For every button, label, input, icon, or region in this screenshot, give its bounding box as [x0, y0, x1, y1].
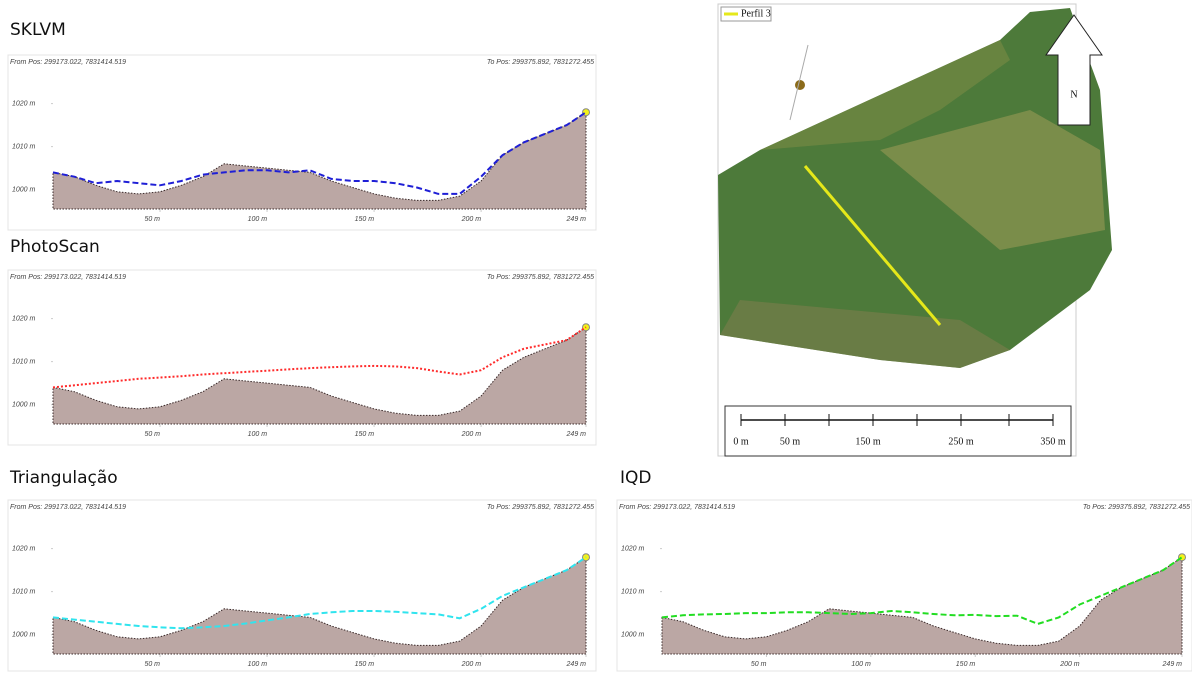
scale-label: 250 m [948, 436, 974, 447]
terrain-area [52, 556, 587, 655]
from-label: From Pos: 299173.022, 7831414.519 [10, 274, 126, 281]
from-label: From Pos: 299173.022, 7831414.519 [10, 504, 126, 511]
x-tick-label: 100 m [851, 661, 871, 668]
profile-line [52, 556, 587, 630]
y-tick-label: 1020 m [12, 315, 36, 322]
terrain-area [52, 326, 587, 425]
y-tick-label: 1010 m [12, 143, 36, 150]
x-tick-label: 50 m [144, 431, 160, 438]
orthophoto-patch [880, 110, 1105, 250]
x-tick-label: 150 m [355, 216, 375, 223]
y-tick-label: 1000 m [621, 631, 645, 638]
profile-line [803, 165, 942, 326]
compass [789, 44, 809, 121]
chart-title: Triangulação [9, 468, 118, 488]
profile-line [52, 326, 587, 389]
from-label: From Pos: 299173.022, 7831414.519 [10, 59, 126, 66]
x-tick-label: 249 m [566, 661, 587, 668]
y-tick-label: 1010 m [12, 588, 36, 595]
x-tick-label: 200 m [1059, 661, 1080, 668]
terrain-area [52, 111, 587, 210]
scale-label: 150 m [855, 436, 881, 447]
y-tick-label: 1000 m [12, 401, 36, 408]
y-tick-label: 1010 m [621, 588, 645, 595]
orthophoto [718, 8, 1112, 368]
sun-icon [795, 80, 805, 90]
to-label: To Pos: 299375.892, 7831272.455 [487, 504, 594, 511]
x-tick-label: 150 m [355, 431, 375, 438]
to-label: To Pos: 299375.892, 7831272.455 [487, 59, 594, 66]
y-tick-label: 1020 m [12, 100, 36, 107]
orthophoto-patch [720, 300, 1010, 368]
x-tick-label: 100 m [248, 431, 268, 438]
x-tick-label: 50 m [144, 661, 160, 668]
x-tick-label: 249 m [566, 431, 587, 438]
scale-frame [724, 405, 1072, 457]
north-label: N [1070, 89, 1077, 100]
y-tick-label: 1000 m [12, 631, 36, 638]
scale-label: 0 m [733, 436, 749, 447]
scale-ticks [740, 414, 1054, 426]
x-tick-label: 200 m [461, 216, 482, 223]
orthophoto-patch [760, 40, 1010, 150]
x-tick-label: 249 m [566, 216, 587, 223]
y-tick-label: 1010 m [12, 358, 36, 365]
scale-label: 350 m [1040, 436, 1066, 447]
x-tick-label: 249 m [1162, 661, 1183, 668]
x-tick-label: 150 m [956, 661, 976, 668]
from-label: From Pos: 299173.022, 7831414.519 [619, 504, 735, 511]
x-tick-label: 150 m [355, 661, 375, 668]
chart-title: PhotoScan [10, 237, 100, 257]
y-tick-label: 1000 m [12, 186, 36, 193]
to-label: To Pos: 299375.892, 7831272.455 [487, 274, 594, 281]
chart-title: SKLVM [10, 20, 66, 40]
sun-path [789, 44, 809, 121]
y-tick-label: 1020 m [621, 545, 645, 552]
x-tick-label: 100 m [248, 661, 268, 668]
to-label: To Pos: 299375.892, 7831272.455 [1083, 504, 1190, 511]
profile-line [661, 556, 1183, 625]
map: Perfil 3 N 0 m 50 m 150 m 250 m 350 m [717, 3, 1112, 457]
north-arrow [1045, 14, 1103, 126]
x-tick-label: 50 m [751, 661, 767, 668]
x-tick-label: 100 m [248, 216, 268, 223]
x-tick-label: 200 m [461, 431, 482, 438]
chart-title: IQD [620, 468, 652, 488]
y-tick-label: 1020 m [12, 545, 36, 552]
legend-label: Perfil 3 [741, 8, 771, 19]
x-tick-label: 50 m [144, 216, 160, 223]
profile-line [52, 111, 587, 195]
x-tick-label: 200 m [461, 661, 482, 668]
scale-label: 50 m [780, 436, 801, 447]
map-legend [720, 6, 772, 22]
